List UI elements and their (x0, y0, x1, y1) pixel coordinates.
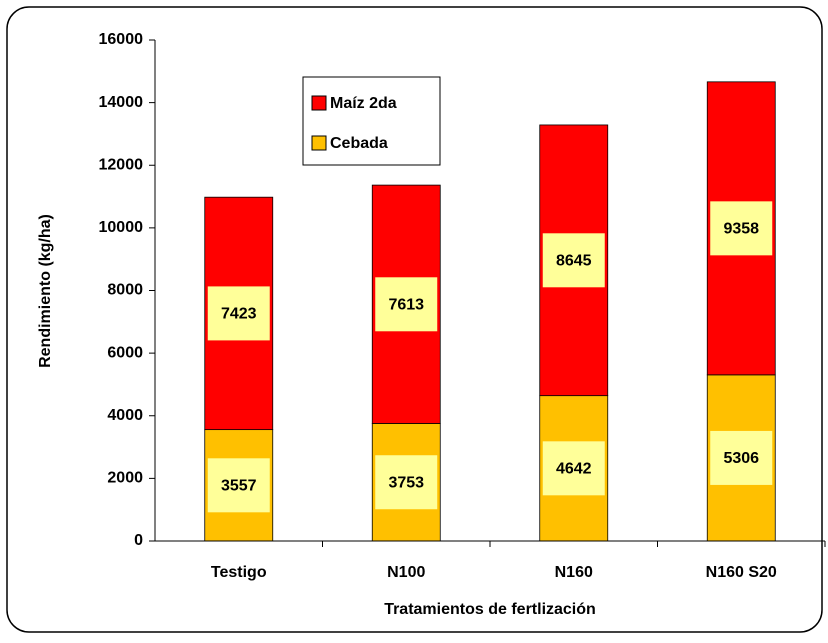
y-tick-label: 8000 (107, 282, 143, 299)
legend-label: Maíz 2da (330, 95, 397, 112)
y-tick-label: 6000 (107, 344, 143, 361)
y-tick-label: 0 (134, 532, 143, 549)
y-tick-label: 2000 (107, 470, 143, 487)
value-label: 3753 (388, 474, 424, 491)
legend-swatch (311, 95, 327, 111)
x-axis-title: Tratamientos de fertlización (384, 601, 596, 618)
value-label: 5306 (723, 450, 759, 467)
y-tick-label: 10000 (99, 219, 144, 236)
legend-label: Cebada (330, 135, 388, 152)
value-label: 4642 (556, 461, 592, 478)
y-axis-title: Rendimiento (kg/ha) (37, 214, 54, 368)
value-label: 7423 (221, 306, 257, 323)
y-tick-label: 4000 (107, 407, 143, 424)
value-label-box (207, 286, 270, 341)
x-tick-label: N100 (387, 564, 425, 581)
value-label: 8645 (556, 253, 592, 270)
legend-swatch (311, 135, 327, 151)
value-label-box (542, 441, 605, 496)
value-label-box (207, 458, 270, 513)
y-tick-label: 14000 (99, 94, 144, 111)
value-label-box (375, 455, 438, 510)
x-tick-label: N160 (555, 564, 593, 581)
value-label: 9358 (723, 221, 759, 238)
value-label: 7613 (388, 297, 424, 314)
value-label-box (375, 277, 438, 332)
value-label-box (710, 430, 773, 485)
x-tick-label: N160 S20 (706, 564, 777, 581)
x-tick-label: Testigo (211, 564, 267, 581)
value-label-box (710, 201, 773, 256)
y-tick-label: 12000 (99, 156, 144, 173)
value-label: 3557 (221, 478, 257, 495)
y-tick-label: 16000 (99, 31, 144, 48)
value-label-box (542, 233, 605, 288)
